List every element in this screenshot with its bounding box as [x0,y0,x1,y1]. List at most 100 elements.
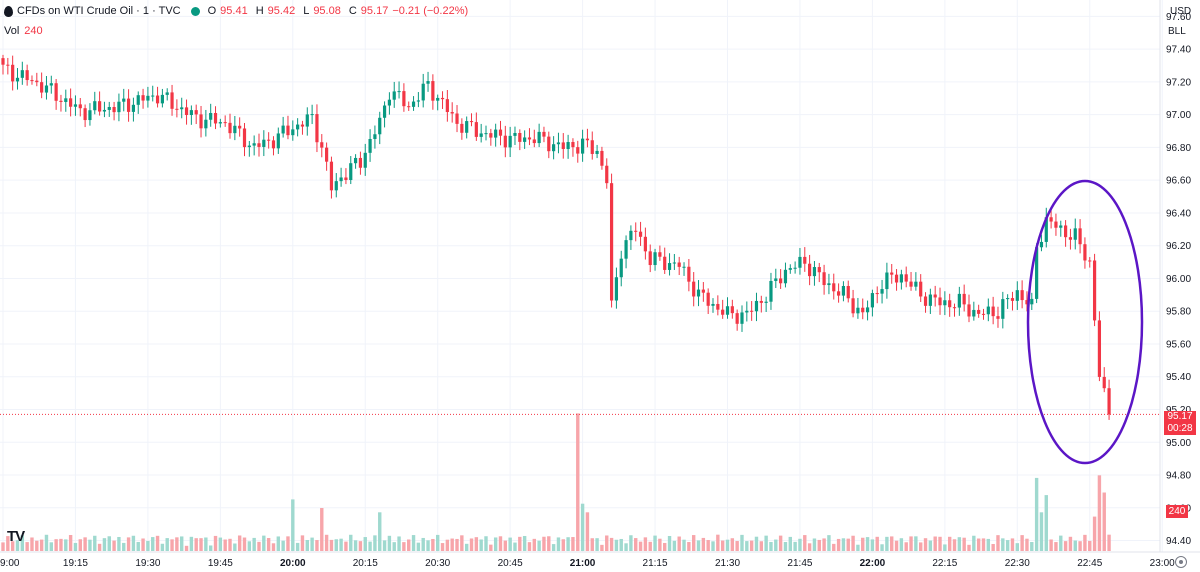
candle-body [1001,299,1005,319]
candle-body [320,142,324,148]
volume-bar [1073,540,1077,551]
candle-body [571,142,575,148]
volume-bar [242,537,247,551]
volume-bar [1088,540,1092,551]
volume-bar [421,537,425,551]
volume-bar [382,540,387,551]
price-tick-label: 97.60 [1166,12,1191,23]
volume-bar [1083,534,1087,551]
price-tick-label: 95.00 [1166,438,1191,449]
volume-bar [754,536,759,551]
candle-body [614,277,619,301]
volume-bar [972,535,976,551]
candle-body [696,289,701,297]
volume-legend: Vol 240 [4,25,43,37]
market-status-icon[interactable] [190,6,200,16]
candle-body [44,85,49,93]
candle-body [445,99,449,113]
volume-bar [851,535,855,551]
volume-bar [783,542,788,551]
volume-bar [300,535,305,551]
candle-body [262,139,266,147]
volume-bar [696,540,701,551]
candle-body [1073,228,1077,240]
volume-bar [658,538,662,551]
candle-body [687,266,691,282]
candle-body [836,291,841,296]
volume-bar [44,534,49,551]
volume-bar [450,538,454,551]
time-tick-label: 9:00 [0,558,20,569]
candle-body [358,157,363,168]
candle-body [344,177,348,181]
time-axis[interactable]: 9:00 19:15 19:30 19:45 20:00 20:15 20:30 20:45 2… [0,558,1175,569]
volume-bar [952,539,957,551]
candle-body [204,119,208,129]
candle-body [1054,221,1058,228]
volume-bar [634,538,638,551]
volume-bar [97,543,102,551]
volume-bar [469,538,474,551]
candle-body [310,114,314,116]
candle-body [257,143,261,147]
price-tick-label: 95.20 [1166,405,1191,416]
candle-body [977,309,981,314]
time-tick-label: 21:00 [570,558,596,569]
candle-body [228,122,232,134]
candle-body [353,157,358,164]
tradingview-logo[interactable]: TV [7,528,25,545]
candle-body [745,310,749,313]
candle-body [957,293,961,308]
unit-label[interactable]: BLL [1168,26,1186,37]
candle-body [223,122,227,124]
candle-body [996,316,1000,319]
volume-bar [822,538,826,551]
volume-bar [508,537,512,551]
volume-bar [10,541,15,551]
volume-bar [663,542,667,551]
candle-body [397,91,401,93]
volume-bar [547,536,551,551]
volume-bar [1102,492,1106,551]
candle-body [928,294,932,306]
candle-body [1006,298,1010,300]
volume-bar [691,535,696,551]
candle-body [440,97,445,100]
volume-bar [624,543,628,551]
volume-bar [1092,516,1097,551]
volume-bar [701,537,706,551]
time-tick-label: 22:30 [1005,558,1030,569]
time-tick-label: 22:15 [932,558,957,569]
volume-bar [571,537,575,551]
candle-body [455,113,459,124]
volume-bar [832,543,836,551]
volume-bar [353,540,358,551]
candle-body [402,91,406,107]
candle-body [600,150,604,166]
time-tick-label: 22:00 [860,558,886,569]
volume-bar [614,539,619,551]
candle-body [382,105,387,118]
volume-bar [527,542,532,551]
currency-label[interactable]: USD [1170,6,1192,17]
low-value: 95.08 [313,5,341,17]
price-axis[interactable]: 97.60 97.40 97.20 97.00 96.80 96.60 96.40 96.20… [1166,12,1191,547]
volume-bar [595,538,599,551]
candle-body [20,70,24,78]
settings-gear-icon[interactable] [1175,556,1187,568]
volume-bar [947,536,952,551]
volume-bar [532,538,536,551]
symbol-title[interactable]: CFDs on WTI Crude Oil · 1 · TVC [17,5,181,17]
candle-body [933,294,937,298]
candle-body [841,285,846,296]
candle-body [160,94,164,104]
candle-body [349,163,353,181]
volume-bar [136,541,140,551]
volume-bar [146,540,150,551]
candle-body [1039,241,1044,248]
volume-bar [281,540,285,551]
volume-bar [774,539,778,551]
candle-body [107,107,111,110]
volume-bar [938,536,942,551]
